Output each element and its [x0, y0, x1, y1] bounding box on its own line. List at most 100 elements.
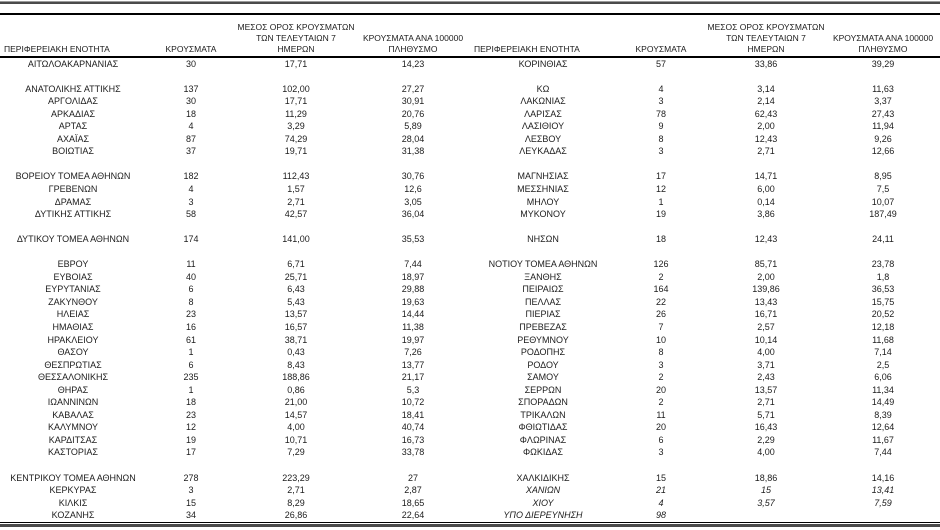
region-cell: ΚΙΛΚΙΣ: [58, 497, 88, 508]
per100k-cell: 27,43: [871, 108, 895, 119]
avg7-cell: 17,71: [284, 96, 308, 107]
table-row: ΣΠΟΡΑΔΩΝ 2 2,71 14,49: [470, 396, 940, 409]
avg7-cell: 14,57: [284, 409, 308, 420]
cases-cell: 98: [655, 510, 666, 521]
per100k-cell: 18,97: [401, 271, 425, 282]
per100k-cell: 3,37: [874, 96, 892, 107]
cases-cell: 4: [658, 83, 664, 94]
per100k-cell: 14,16: [871, 472, 895, 483]
region-cell: ΔΥΤΙΚΟΥ ΤΟΜΕΑ ΑΘΗΝΩΝ: [16, 234, 130, 245]
cases-cell: 17: [655, 171, 666, 182]
table-row: ΠΕΙΡΑΙΩΣ 164 139,86 36,53: [470, 283, 940, 296]
table-row: ΚΙΛΚΙΣ 15 8,29 18,65: [0, 497, 470, 510]
avg7-cell: 62,43: [754, 108, 778, 119]
per100k-cell: 12,64: [871, 422, 895, 433]
avg7-cell: 74,29: [284, 133, 308, 144]
table-row: ΜΕΣΣΗΝΙΑΣ 12 6,00 7,5: [470, 183, 940, 196]
avg7-cell: 12,43: [754, 133, 778, 144]
cases-cell: 3: [658, 146, 664, 157]
table-row: ΣΕΡΡΩΝ 20 13,57 11,34: [470, 384, 940, 397]
region-cell: ΦΘΙΩΤΙΔΑΣ: [518, 422, 568, 433]
region-cell: ΛΑΡΙΣΑΣ: [524, 108, 562, 119]
avg7-cell: 6,43: [287, 284, 305, 295]
per100k-cell: 30,76: [401, 171, 425, 182]
cases-cell: 19: [185, 434, 196, 445]
cases-cell: 4: [658, 497, 664, 508]
spacer-row: [0, 158, 470, 171]
column-header-cases: ΚΡΟΥΣΜΑΤΑ: [635, 43, 687, 54]
avg7-cell: 3,14: [757, 83, 775, 94]
cases-cell: 8: [658, 133, 664, 144]
per100k-cell: 40,74: [401, 422, 425, 433]
avg7-cell: 2,57: [757, 321, 775, 332]
table-row: ΝΟΤΙΟΥ ΤΟΜΕΑ ΑΘΗΝΩΝ 126 85,71 23,78: [470, 258, 940, 271]
region-cell: ΜΗΛΟΥ: [526, 196, 560, 207]
per100k-cell: 1,8: [876, 271, 890, 282]
region-cell: ΛΑΣΙΘΙΟΥ: [521, 121, 565, 132]
bottom-thick-rule: [0, 524, 940, 528]
avg7-cell: 4,00: [757, 447, 775, 458]
avg7-cell: 33,86: [754, 58, 778, 69]
avg7-cell: 8,29: [287, 497, 305, 508]
region-cell: ΚΑΒΑΛΑΣ: [52, 409, 94, 420]
spacer-row: [470, 221, 940, 234]
region-cell: ΜΑΓΝΗΣΙΑΣ: [517, 171, 569, 182]
per100k-cell: 14,23: [401, 58, 425, 69]
avg7-cell: 102,00: [282, 83, 310, 94]
column-header-per100k: ΚΡΟΥΣΜΑΤΑ ΑΝΑ 100000 ΠΛΗΘΥΣΜΟ: [362, 32, 464, 54]
cases-cell: 2: [658, 397, 664, 408]
avg7-cell: 15: [760, 485, 771, 496]
avg7-cell: 3,29: [287, 121, 305, 132]
per100k-cell: 27: [407, 472, 418, 483]
per100k-cell: 11,38: [402, 321, 424, 332]
cases-cell: 18: [185, 108, 196, 119]
table-row: ΜΑΓΝΗΣΙΑΣ 17 14,71 8,95: [470, 170, 940, 183]
table-row: ΘΗΡΑΣ 1 0,86 5,3: [0, 384, 470, 397]
per100k-cell: 7,5: [876, 183, 890, 194]
avg7-cell: 8,43: [287, 359, 305, 370]
region-cell: ΕΒΡΟΥ: [57, 259, 89, 270]
per100k-cell: 33,78: [401, 447, 425, 458]
cases-cell: 174: [183, 234, 199, 245]
cases-cell: 19: [655, 209, 666, 220]
per100k-cell: 9,26: [874, 133, 892, 144]
region-cell: ΡΟΔΟΠΗΣ: [520, 347, 566, 358]
table-row: ΠΕΛΛΑΣ 22 13,43 15,75: [470, 296, 940, 309]
region-cell: ΒΟΡΕΙΟΥ ΤΟΜΕΑ ΑΘΗΝΩΝ: [15, 171, 131, 182]
region-cell: ΑΙΤΩΛΟΑΚΑΡΝΑΝΙΑΣ: [27, 58, 119, 69]
table-row: ΙΩΑΝΝΙΝΩΝ 18 21,00 10,72: [0, 396, 470, 409]
table-row: ΔΥΤΙΚΟΥ ΤΟΜΕΑ ΑΘΗΝΩΝ 174 141,00 35,53: [0, 233, 470, 246]
cases-cell: 6: [188, 284, 194, 295]
avg7-cell: 14,71: [754, 171, 778, 182]
table-row: ΕΥΒΟΙΑΣ 40 25,71 18,97: [0, 271, 470, 284]
cases-cell: 21: [655, 485, 666, 496]
region-cell: ΕΥΡΥΤΑΝΙΑΣ: [45, 284, 101, 295]
avg7-cell: 85,71: [754, 259, 778, 270]
table-row: ΚΕΝΤΡΙΚΟΥ ΤΟΜΕΑ ΑΘΗΝΩΝ 278 223,29 27: [0, 472, 470, 485]
region-cell: ΜΕΣΣΗΝΙΑΣ: [517, 183, 569, 194]
cases-cell: 3: [658, 96, 664, 107]
per100k-cell: 18,41: [401, 409, 425, 420]
region-cell: ΧΑΝΙΩΝ: [525, 485, 561, 496]
cases-cell: 1: [658, 196, 664, 207]
cases-cell: 1: [188, 347, 194, 358]
per100k-cell: 14,49: [871, 397, 895, 408]
cases-cell: 12: [185, 422, 196, 433]
region-cell: ΡΟΔΟΥ: [527, 359, 559, 370]
cases-cell: 7: [658, 321, 664, 332]
table-row: ΚΑΒΑΛΑΣ 23 14,57 18,41: [0, 409, 470, 422]
region-cell: ΙΩΑΝΝΙΝΩΝ: [47, 397, 99, 408]
per100k-cell: 11,94: [872, 121, 894, 132]
cases-cell: 16: [185, 321, 196, 332]
region-cell: ΘΑΣΟΥ: [57, 347, 89, 358]
table-row: ΦΛΩΡΙΝΑΣ 6 2,29 11,67: [470, 434, 940, 447]
region-cell: ΑΡΓΟΛΙΔΑΣ: [48, 96, 98, 107]
per100k-cell: 20,52: [871, 309, 895, 320]
region-cell: ΠΙΕΡΙΑΣ: [525, 309, 561, 320]
region-cell: ΗΛΕΙΑΣ: [56, 309, 90, 320]
column-header-region: ΠΕΡΙΦΕΡΕΙΑΚΗ ΕΝΟΤΗΤΑ: [4, 43, 110, 54]
avg7-cell: 2,43: [757, 372, 775, 383]
per100k-cell: 16,73: [401, 434, 425, 445]
per100k-cell: 29,88: [401, 284, 425, 295]
